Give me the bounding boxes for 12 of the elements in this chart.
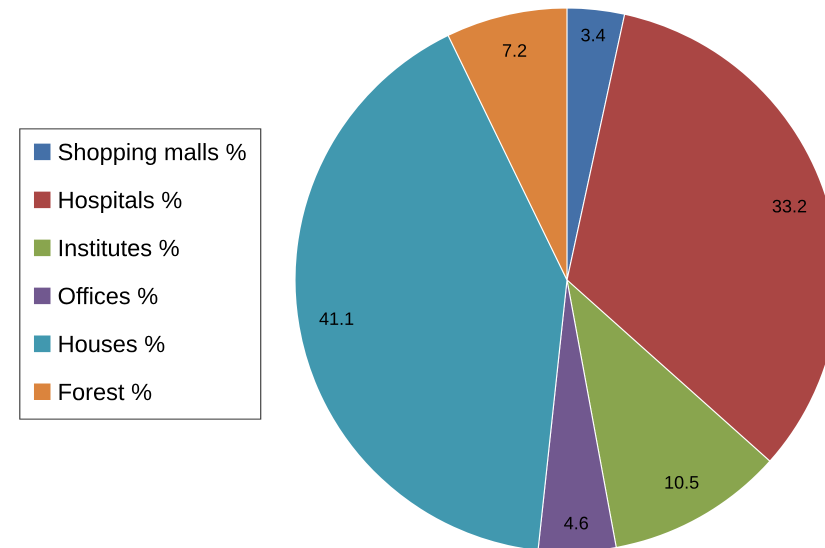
data-label: 4.6	[564, 516, 588, 530]
legend-label: Houses %	[60, 336, 164, 352]
data-label: 10.5	[665, 476, 698, 489]
data-label: 7.2	[502, 44, 526, 57]
data-label: 3.4	[581, 28, 606, 42]
legend-label: Forest %	[60, 384, 152, 400]
legend-label: Offices %	[58, 286, 158, 304]
data-label: 33.2	[772, 200, 806, 213]
data-label: 41.1	[319, 312, 354, 325]
legend-label: Shopping malls %	[58, 143, 246, 166]
legend-label: Institutes %	[60, 239, 179, 256]
legend-label: Hospitals %	[60, 191, 182, 214]
